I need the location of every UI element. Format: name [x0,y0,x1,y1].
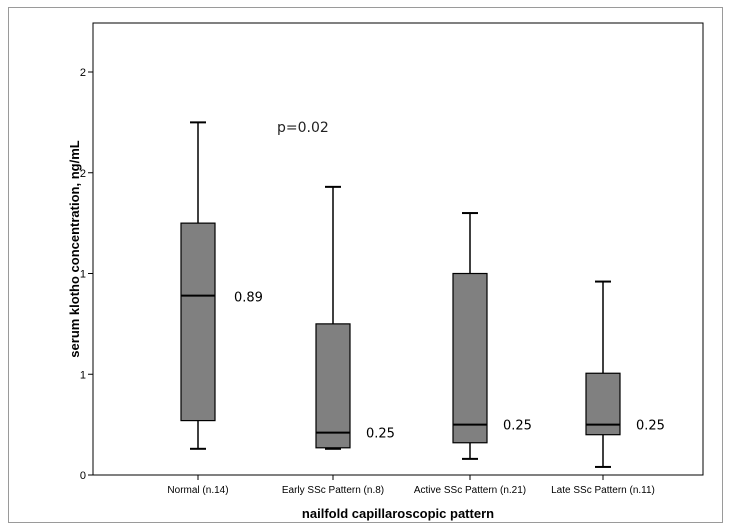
iqr-box [452,272,488,444]
median-label: 0.25 [636,419,665,434]
x-category-label: Active SSc Pattern (n.21) [414,485,526,496]
y-tick-label: 1 [80,269,86,281]
x-category-label: Normal (n.14) [167,485,228,496]
boxes-group: 0.89 0.25 0.25 0.25 [180,121,665,468]
y-tick-label: 2 [80,168,86,180]
median-label: 0.89 [234,291,263,306]
x-category-label: Early SSc Pattern (n.8) [282,485,384,496]
y-tick-label: 0 [80,470,86,482]
median-label: 0.25 [503,419,532,434]
y-axis-title: serum klotho concentration, ng/mL [67,140,82,357]
y-tick-label: 2 [80,67,86,79]
y-axis: 0 1 1 2 2 [80,67,93,482]
x-axis: Normal (n.14) Early SSc Pattern (n.8) Acti… [167,475,655,496]
x-category-label: Late SSc Pattern (n.11) [551,485,655,496]
y-tick-label: 1 [80,369,86,381]
iqr-box [180,222,216,422]
p-value-annotation: p=0.02 [277,120,329,136]
median-label: 0.25 [366,427,395,442]
x-axis-title: nailfold capillaroscopic pattern [302,506,494,521]
iqr-box [315,323,351,449]
